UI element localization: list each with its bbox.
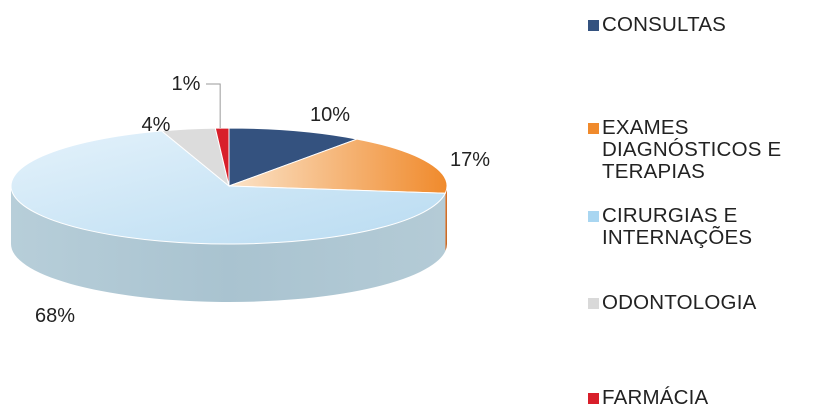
legend-swatch xyxy=(588,298,599,309)
data-label-odontologia: 4% xyxy=(142,114,171,136)
data-label-farmacia: 1% xyxy=(172,73,201,95)
pie-slice-consultas xyxy=(228,127,359,187)
legend: CONSULTAS EXAMES DIAGNÓSTICOS E TERAPIAS C… xyxy=(588,0,831,409)
legend-swatch xyxy=(588,123,599,134)
legend-swatch xyxy=(588,393,599,404)
pie-slice-exames-diagnosticos-e-terapias xyxy=(228,138,448,194)
legend-label: CIRURGIAS E INTERNAÇÕES xyxy=(602,204,753,249)
leader-line-farmacia xyxy=(206,83,221,129)
pie-side-exames-diagnosticos-e-terapias xyxy=(445,186,447,252)
pie-chart: 10% 17% 68% 4%1% xyxy=(10,73,490,327)
data-label-exames-diagnosticos-e-terapias: 17% xyxy=(450,149,490,171)
legend-swatch xyxy=(588,20,599,31)
pie-slice-cirurgias-e-internacoes xyxy=(10,130,447,245)
pie-slice-farmacia xyxy=(214,127,230,187)
data-label-cirurgias-e-internacoes: 68% xyxy=(35,305,75,327)
legend-label: EXAMES DIAGNÓSTICOS E TERAPIAS xyxy=(602,116,782,183)
legend-label: CONSULTAS xyxy=(602,13,727,36)
legend-label: ODONTOLOGIA xyxy=(602,291,757,314)
data-label-consultas: 10% xyxy=(310,104,350,126)
legend-label: FARMÁCIA xyxy=(602,386,709,409)
legend-swatch xyxy=(588,211,599,222)
